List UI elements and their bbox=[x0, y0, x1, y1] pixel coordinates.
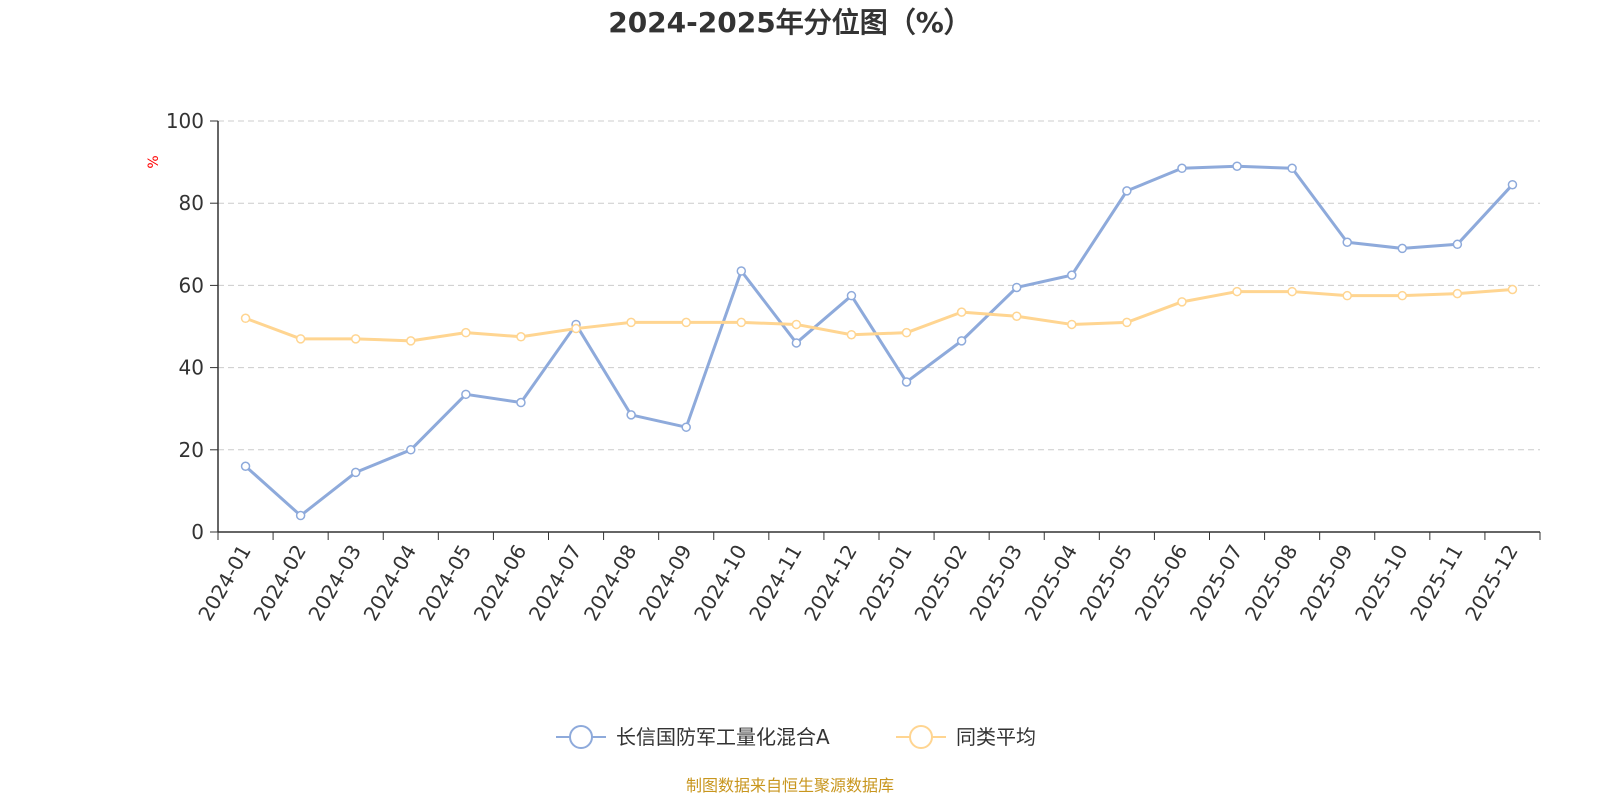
x-tick-label: 2024-04 bbox=[359, 541, 422, 625]
grid-lines bbox=[218, 120, 1540, 451]
series-line bbox=[244, 164, 1514, 518]
data-point[interactable] bbox=[1287, 286, 1297, 297]
x-tick-label: 2024-10 bbox=[689, 541, 752, 625]
axes: 0 20 40 60 80 100 2024-012024-022024-032024-04… bbox=[166, 109, 1541, 625]
data-point[interactable] bbox=[736, 266, 747, 276]
data-point[interactable] bbox=[1232, 286, 1242, 297]
legend-label: 长信国防军工量化混合A bbox=[616, 725, 830, 749]
x-tick-label: 2024-09 bbox=[634, 541, 697, 625]
data-point[interactable] bbox=[1067, 319, 1077, 330]
y-tick-label: 80 bbox=[179, 191, 204, 215]
data-point[interactable] bbox=[406, 445, 416, 455]
data-point[interactable] bbox=[956, 307, 967, 317]
data-point[interactable] bbox=[1122, 317, 1132, 328]
x-tick-label: 2025-08 bbox=[1240, 541, 1303, 625]
data-point[interactable] bbox=[1342, 237, 1352, 247]
data-point[interactable] bbox=[791, 319, 802, 330]
data-point[interactable] bbox=[1011, 282, 1022, 293]
x-tick-label: 2025-11 bbox=[1405, 541, 1468, 625]
data-point[interactable] bbox=[350, 334, 361, 344]
data-point[interactable] bbox=[295, 334, 306, 344]
x-tick-label: 2025-03 bbox=[964, 540, 1027, 624]
data-point[interactable] bbox=[681, 317, 691, 328]
legend[interactable]: 长信国防军工量化混合A 同类平均 bbox=[556, 725, 1036, 749]
data-point[interactable] bbox=[295, 510, 306, 521]
data-point[interactable] bbox=[901, 377, 912, 387]
x-tick-label: 2025-06 bbox=[1130, 541, 1193, 625]
data-point[interactable] bbox=[1067, 270, 1077, 280]
legend-item-1[interactable]: 长信国防军工量化混合A bbox=[556, 725, 830, 749]
data-point[interactable] bbox=[1177, 163, 1187, 174]
y-tick-label: 100 bbox=[166, 109, 204, 133]
data-point[interactable] bbox=[461, 327, 471, 338]
x-tick-label: 2024-11 bbox=[744, 541, 807, 625]
x-tick-label: 2025-10 bbox=[1350, 541, 1413, 625]
x-tick-label: 2024-01 bbox=[193, 541, 256, 625]
data-point[interactable] bbox=[791, 338, 802, 348]
y-tick-label: 20 bbox=[179, 438, 204, 462]
data-point[interactable] bbox=[571, 323, 581, 334]
data-point[interactable] bbox=[240, 313, 251, 324]
data-point[interactable] bbox=[626, 410, 636, 420]
y-axis-unit: % bbox=[146, 155, 162, 168]
x-tick-label: 2025-05 bbox=[1075, 541, 1138, 625]
x-tick-label: 2024-02 bbox=[248, 541, 311, 625]
data-point[interactable] bbox=[1011, 311, 1022, 321]
series-lines bbox=[240, 161, 1518, 521]
data-point[interactable] bbox=[240, 461, 251, 471]
data-point[interactable] bbox=[1397, 290, 1408, 301]
x-tick-label: 2024-08 bbox=[579, 541, 642, 625]
x-tick-label: 2025-02 bbox=[909, 541, 972, 625]
legend-marker bbox=[909, 725, 933, 749]
legend-label: 同类平均 bbox=[956, 725, 1036, 749]
data-point[interactable] bbox=[1122, 186, 1132, 196]
data-point[interactable] bbox=[1397, 243, 1408, 254]
data-point[interactable] bbox=[846, 290, 857, 301]
data-point[interactable] bbox=[516, 397, 526, 408]
x-tick-label: 2024-03 bbox=[303, 541, 366, 625]
data-source-note: 制图数据来自恒生聚源数据库 bbox=[686, 776, 894, 795]
data-point[interactable] bbox=[406, 336, 416, 346]
series-1 bbox=[240, 161, 1518, 521]
y-tick-label: 60 bbox=[179, 273, 204, 297]
x-tick-label: 2024-07 bbox=[524, 541, 587, 625]
data-point[interactable] bbox=[516, 332, 526, 342]
series-2 bbox=[240, 284, 1518, 346]
data-point[interactable] bbox=[1342, 290, 1352, 301]
data-point[interactable] bbox=[1452, 239, 1463, 250]
x-tick-label: 2025-01 bbox=[854, 541, 917, 625]
data-point[interactable] bbox=[901, 327, 912, 338]
data-point[interactable] bbox=[1507, 179, 1518, 190]
data-point[interactable] bbox=[1232, 161, 1242, 171]
data-point[interactable] bbox=[626, 317, 636, 328]
data-point[interactable] bbox=[956, 336, 967, 346]
x-tick-label: 2025-09 bbox=[1295, 541, 1358, 625]
data-point[interactable] bbox=[1452, 288, 1463, 299]
y-tick-label: 40 bbox=[179, 356, 204, 380]
x-tick-label: 2024-12 bbox=[799, 541, 862, 625]
x-tick-label: 2025-07 bbox=[1185, 541, 1248, 625]
data-point[interactable] bbox=[846, 329, 857, 340]
x-tick-label: 2024-05 bbox=[414, 541, 477, 625]
data-point[interactable] bbox=[1287, 163, 1297, 174]
x-tick-label: 2025-04 bbox=[1020, 541, 1083, 625]
chart-title: 2024-2025年分位图（%） bbox=[608, 6, 972, 39]
data-point[interactable] bbox=[736, 317, 747, 328]
legend-marker bbox=[569, 725, 593, 749]
x-tick-label: 2024-06 bbox=[469, 541, 532, 625]
data-point[interactable] bbox=[681, 422, 691, 432]
data-point[interactable] bbox=[350, 467, 361, 478]
y-tick-label: 0 bbox=[191, 520, 204, 544]
data-point[interactable] bbox=[461, 389, 471, 400]
data-point[interactable] bbox=[1507, 284, 1518, 295]
data-point[interactable] bbox=[1177, 297, 1187, 307]
legend-item-2[interactable]: 同类平均 bbox=[896, 725, 1036, 749]
x-tick-label: 2025-12 bbox=[1460, 541, 1523, 625]
series-line bbox=[245, 288, 1513, 343]
